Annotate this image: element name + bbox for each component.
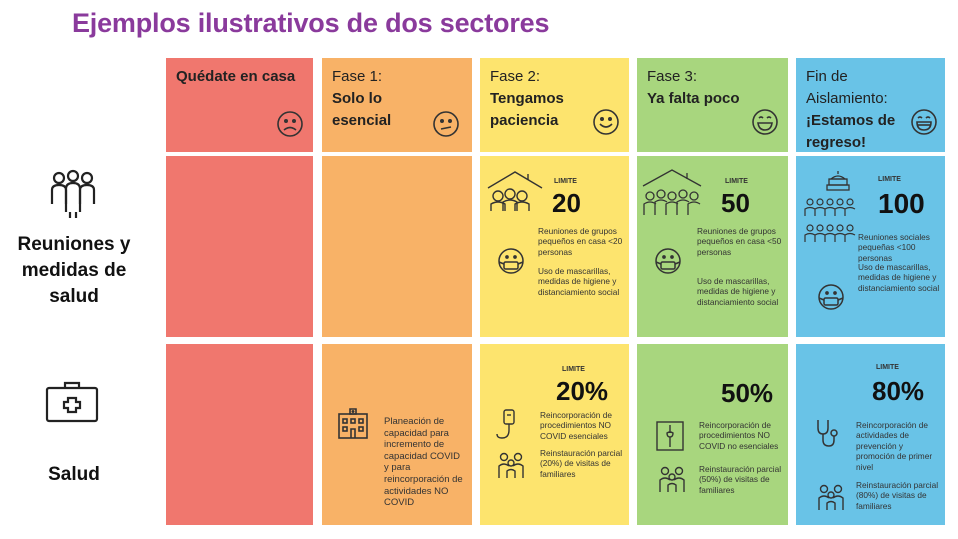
cell-fase2-salud: LIMITE 20% Reincorporación de procedimie… (480, 344, 629, 525)
big-smile-face-icon (911, 109, 937, 135)
sad-face-icon (277, 111, 303, 137)
cell-fase3-reuniones: LIMITE 50 Reuniones de grupos pequeños e… (637, 156, 788, 337)
header-fin: Fin de Aislamiento: ¡Estamos de regreso! (796, 58, 945, 152)
header-fase2: Fase 2: Tengamos paciencia (480, 58, 629, 152)
cell-fin-reuniones: LIMITE 100 Reuniones sociales pequeñas <… (796, 156, 945, 337)
cell-fase1-salud: Planeación de capacidad para incremento … (322, 344, 472, 525)
xray-knee-icon (656, 421, 684, 451)
house-crowd-icon (642, 169, 702, 215)
row-label-reuniones: Reuniones y medidas de salud (17, 234, 131, 307)
family-icon (498, 452, 524, 478)
face-mask-icon (498, 248, 524, 274)
cell-fase2-reuniones: LIMITE 20 Reuniones de grupos pequeños e… (480, 156, 629, 337)
iv-drip-icon (496, 409, 515, 439)
family-icon (818, 484, 844, 510)
header-fase1: Fase 1: Solo lo esencial (322, 58, 472, 152)
cell-quedate-reuniones (166, 156, 313, 337)
family-icon (659, 466, 685, 492)
grin-face-icon (752, 109, 778, 135)
header-fase3: Fase 3: Ya falta poco (637, 58, 788, 152)
cake-icon (826, 171, 850, 191)
cell-fin-salud: LIMITE 80% Reincorporación de actividade… (796, 344, 945, 525)
face-mask-icon (818, 284, 844, 310)
people-group-icon (50, 169, 96, 218)
house-people-icon (487, 171, 543, 211)
cell-fase1-reuniones (322, 156, 472, 337)
row-label-salud: Salud (48, 464, 100, 485)
page-title: Ejemplos ilustrativos de dos sectores (72, 8, 550, 38)
header-quedate: Quédate en casa (166, 58, 313, 152)
smile-face-icon (593, 109, 619, 135)
cell-quedate-salud (166, 344, 313, 525)
worried-face-icon (433, 111, 459, 137)
face-mask-icon (655, 248, 681, 274)
cell-fase3-salud: 50% Reincorporación de procedimientos NO… (637, 344, 788, 525)
first-aid-kit-icon (45, 381, 99, 423)
crowd-icon (804, 198, 856, 242)
hospital-icon (338, 408, 368, 439)
stethoscope-icon (817, 420, 838, 447)
